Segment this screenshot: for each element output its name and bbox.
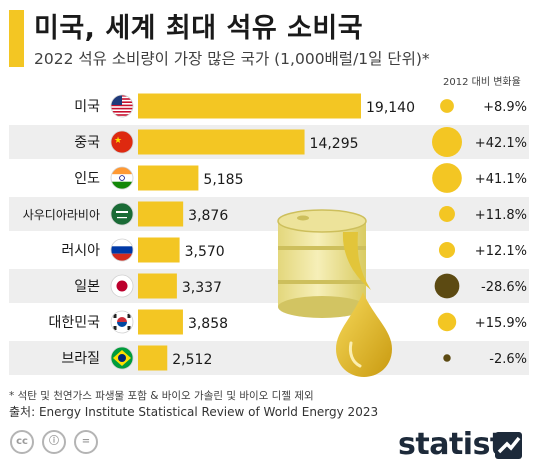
us-flag-icon (110, 94, 134, 118)
oil-drop-illustration (336, 292, 392, 377)
chart-row: 러시아 3,570 +12.1% (61, 237, 527, 263)
chart-row: 중국 ★ 14,295 +42.1% (74, 127, 527, 157)
chart-title: 미국, 세계 최대 석유 소비국 (34, 13, 364, 44)
value-bar (138, 93, 361, 119)
change-bubble (432, 127, 462, 157)
value-bar (138, 273, 177, 299)
source-line: 출처: Energy Institute Statistical Review … (9, 405, 379, 419)
category-label: 대한민국 (48, 315, 100, 331)
change-label: +12.1% (475, 244, 527, 259)
cc-icon: cc (10, 430, 34, 454)
change-label: +42.1% (475, 136, 527, 151)
category-label: 인도 (74, 171, 100, 187)
value-label: 3,876 (188, 208, 228, 224)
svg-text:★: ★ (114, 136, 122, 146)
value-label: 19,140 (366, 100, 415, 116)
change-bubble (438, 241, 456, 259)
change-label: -28.6% (481, 280, 527, 295)
brazil-flag-icon (110, 346, 134, 370)
china-flag-icon: ★ (110, 130, 134, 154)
change-column-label: 2012 대비 변화율 (443, 77, 521, 88)
change-bubble (439, 206, 455, 222)
nd-icon: = (74, 430, 98, 454)
value-bar (138, 201, 184, 227)
chart-row: 미국 19,140 +8.9% (74, 93, 527, 119)
russia-flag-icon (110, 238, 134, 262)
chart-subtitle: 2022 석유 소비량이 가장 많은 국가 (1,000배럴/1일 단위)* (34, 50, 430, 68)
change-bubble (437, 312, 457, 332)
change-label: +15.9% (475, 316, 527, 331)
south-korea-flag-icon (110, 310, 134, 334)
value-bar (138, 309, 183, 335)
chart-row: 브라질 2,512 -2.6% (61, 345, 527, 371)
value-label: 2,512 (172, 352, 212, 368)
category-label: 중국 (74, 135, 100, 151)
oil-barrel-illustration (277, 209, 371, 318)
change-label: +8.9% (483, 100, 527, 115)
footnote: * 석탄 및 천연가스 파생물 포함 & 바이오 가솔린 및 바이오 디젤 제외 (9, 390, 314, 402)
category-label: 사우디아라비아 (23, 208, 100, 222)
chart-row: 일본 3,337 -28.6% (74, 273, 527, 299)
value-bar (138, 165, 199, 191)
change-bubble (443, 354, 451, 362)
india-flag-icon (110, 166, 134, 190)
title-accent-bar (9, 10, 24, 67)
value-bar (138, 345, 168, 371)
change-label: +11.8% (475, 208, 527, 223)
category-label: 일본 (74, 279, 100, 295)
value-label: 5,185 (203, 172, 243, 188)
change-bubble (434, 273, 460, 299)
japan-flag-icon (110, 274, 134, 298)
change-label: -2.6% (489, 352, 527, 367)
change-label: +41.1% (475, 172, 527, 187)
value-label: 14,295 (310, 136, 359, 152)
value-bar (138, 129, 305, 155)
chart-row: 인도 5,185 +41.1% (74, 163, 527, 193)
oil-consumption-chart: 미국 19,140 +8.9% 중국 ★ 14,295 +42.1% 인도 5,185 +41.1… (9, 93, 529, 377)
value-label: 3,337 (182, 280, 222, 296)
saudi-arabia-flag-icon (110, 202, 134, 226)
change-bubble (440, 99, 454, 113)
value-label: 3,570 (185, 244, 225, 260)
statista-logo-icon (495, 432, 522, 459)
chart-row: 사우디아라비아 3,876 +11.8% (23, 201, 527, 227)
change-bubble (432, 163, 462, 193)
value-label: 3,858 (188, 316, 228, 332)
chart-row: 대한민국 3,858 +15.9% (48, 309, 527, 335)
value-bar (138, 237, 180, 263)
by-icon: ⓘ (42, 430, 66, 454)
category-label: 러시아 (61, 243, 100, 259)
category-label: 미국 (74, 99, 100, 115)
category-label: 브라질 (61, 351, 100, 367)
